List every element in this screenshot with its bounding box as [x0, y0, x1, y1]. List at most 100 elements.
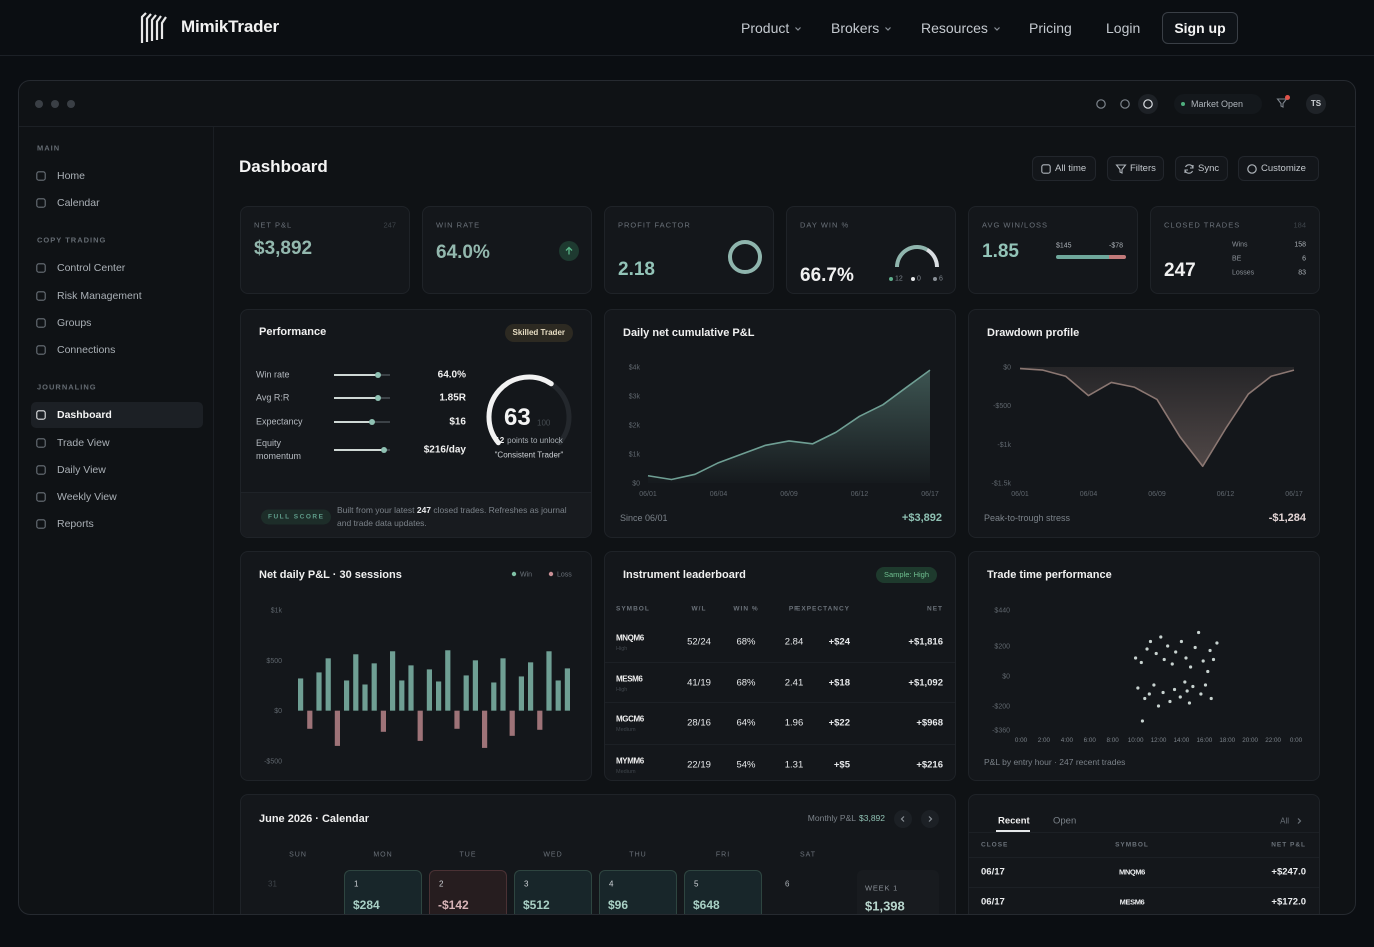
- point: [1154, 651, 1158, 656]
- sidebar-item[interactable]: Calendar: [57, 197, 100, 210]
- bar: [408, 665, 414, 711]
- point: [1187, 701, 1192, 705]
- month-nav[interactable]: [921, 810, 939, 828]
- nav-link[interactable]: Login: [1106, 20, 1141, 36]
- nav-link[interactable]: Pricing: [1029, 20, 1072, 36]
- kpi-label: PROFIT FACTOR: [618, 220, 691, 230]
- point: [1145, 647, 1149, 651]
- icon-shape: [36, 492, 46, 502]
- legend-dot: [911, 277, 915, 281]
- metric-fill: [334, 397, 378, 399]
- breakdown-value: 6: [1302, 255, 1306, 263]
- nav-link[interactable]: Brokers: [831, 20, 892, 36]
- filter[interactable]: All: [1280, 816, 1289, 826]
- sidebar-item[interactable]: Home: [57, 170, 86, 182]
- day-cell[interactable]: 2 -$142: [429, 870, 507, 914]
- sidebar-item[interactable]: Dashboard: [57, 409, 112, 422]
- sidebar-item[interactable]: Reports: [57, 518, 94, 531]
- day-cell[interactable]: 4 $96: [599, 870, 677, 914]
- day-cell[interactable]: 1 $284: [344, 870, 422, 914]
- unlock-text: points to unlock: [507, 436, 563, 445]
- symbol: MYMM6: [616, 756, 644, 766]
- action-button[interactable]: Filters: [1107, 156, 1164, 181]
- sidebar-item[interactable]: Daily View: [57, 463, 106, 476]
- bar: [445, 650, 451, 711]
- row-divider: [605, 744, 955, 745]
- sidebar-item[interactable]: Connections: [57, 344, 116, 357]
- point: [1199, 692, 1203, 696]
- sidebar-section: JOURNALING: [37, 382, 97, 392]
- column-header: PF: [788, 605, 800, 613]
- metric-knob: [369, 419, 375, 425]
- point: [1208, 648, 1212, 653]
- y-tick-label: -$360: [992, 728, 1010, 735]
- sidebar-item[interactable]: Groups: [57, 316, 92, 329]
- x-tick-label: 06/09: [1148, 491, 1166, 498]
- icon-shape: [1276, 98, 1288, 108]
- area: [648, 370, 930, 483]
- chart: Net daily P&L · 30 sessions $1k $500 $0 -$50…: [259, 569, 572, 766]
- cell: 1.96: [784, 717, 804, 729]
- point: [1162, 657, 1166, 662]
- tab[interactable]: Recent: [998, 815, 1030, 827]
- point: [1209, 696, 1213, 701]
- x-tick-label: 22:00: [1265, 737, 1281, 744]
- tier-badge: Skilled Trader: [504, 324, 573, 342]
- signup-button[interactable]: Sign up: [1162, 12, 1238, 44]
- icon: [36, 465, 46, 475]
- icon: [1247, 164, 1257, 174]
- kpi-value: 64.0%: [436, 242, 490, 263]
- row-divider: [605, 702, 955, 703]
- day-number: 31: [268, 879, 277, 889]
- icon-shape: [36, 198, 46, 209]
- point: [1152, 683, 1156, 687]
- y-tick-label: $0: [1002, 674, 1010, 681]
- bar: [344, 680, 350, 711]
- kpi-value: 247: [1164, 260, 1196, 281]
- metric-fill: [334, 374, 378, 376]
- tab[interactable]: Open: [1053, 815, 1077, 827]
- point: [1191, 684, 1195, 689]
- sidebar-item[interactable]: Weekly View: [57, 491, 117, 504]
- metric-fill: [334, 421, 372, 423]
- icon-shape: [36, 410, 46, 420]
- point: [1183, 680, 1187, 684]
- action-button[interactable]: Sync: [1175, 156, 1228, 181]
- cell: 28/16: [687, 717, 711, 729]
- day-cell[interactable]: 5 $648: [684, 870, 762, 914]
- metric-knob: [375, 372, 381, 378]
- x-tick-label: 06/09: [780, 491, 798, 498]
- window-dot: [35, 100, 43, 108]
- leaderboard-card: Instrument leaderboard Sample: High SYMBOL…: [604, 551, 956, 781]
- metric-label: Avg R:R: [256, 392, 290, 403]
- unlock-line: 12 points to unlock: [429, 436, 591, 445]
- avg-win: $145: [1056, 242, 1072, 250]
- next-tier: "Consistent Trader": [494, 450, 564, 460]
- icon: [36, 290, 46, 301]
- bar: [380, 710, 386, 732]
- page-title: Dashboard: [239, 157, 328, 176]
- sidebar-item[interactable]: Control Center: [57, 262, 126, 275]
- action-button[interactable]: Customize: [1238, 156, 1319, 181]
- recent-card: Recent Open All CLOSE SYMBOL NET P&L 06/17 MNQM…: [968, 794, 1320, 914]
- y-tick-label: $200: [994, 644, 1010, 651]
- sidebar-item[interactable]: Risk Management: [57, 289, 142, 302]
- month-nav[interactable]: [894, 810, 912, 828]
- x-tick-label: 06/04: [710, 491, 728, 498]
- bar: [491, 682, 497, 711]
- nav-link[interactable]: Resources: [921, 20, 1001, 36]
- icon: [36, 492, 46, 502]
- y-tick-label: $440: [994, 608, 1010, 615]
- nav-link[interactable]: Product: [741, 20, 802, 36]
- score-value: 63: [504, 404, 531, 431]
- icon-shape: [1184, 164, 1194, 174]
- sidebar-item[interactable]: Trade View: [57, 436, 110, 449]
- day-cell[interactable]: 3 $512: [514, 870, 592, 914]
- icon: [36, 519, 46, 530]
- metric-label: Equity momentum: [256, 438, 302, 461]
- breakdown-label: Wins: [1232, 241, 1248, 249]
- chevron: [885, 27, 892, 32]
- avatar[interactable]: TS: [1306, 94, 1326, 114]
- kpi-label: WIN RATE: [436, 220, 481, 230]
- action-button[interactable]: All time: [1032, 156, 1096, 181]
